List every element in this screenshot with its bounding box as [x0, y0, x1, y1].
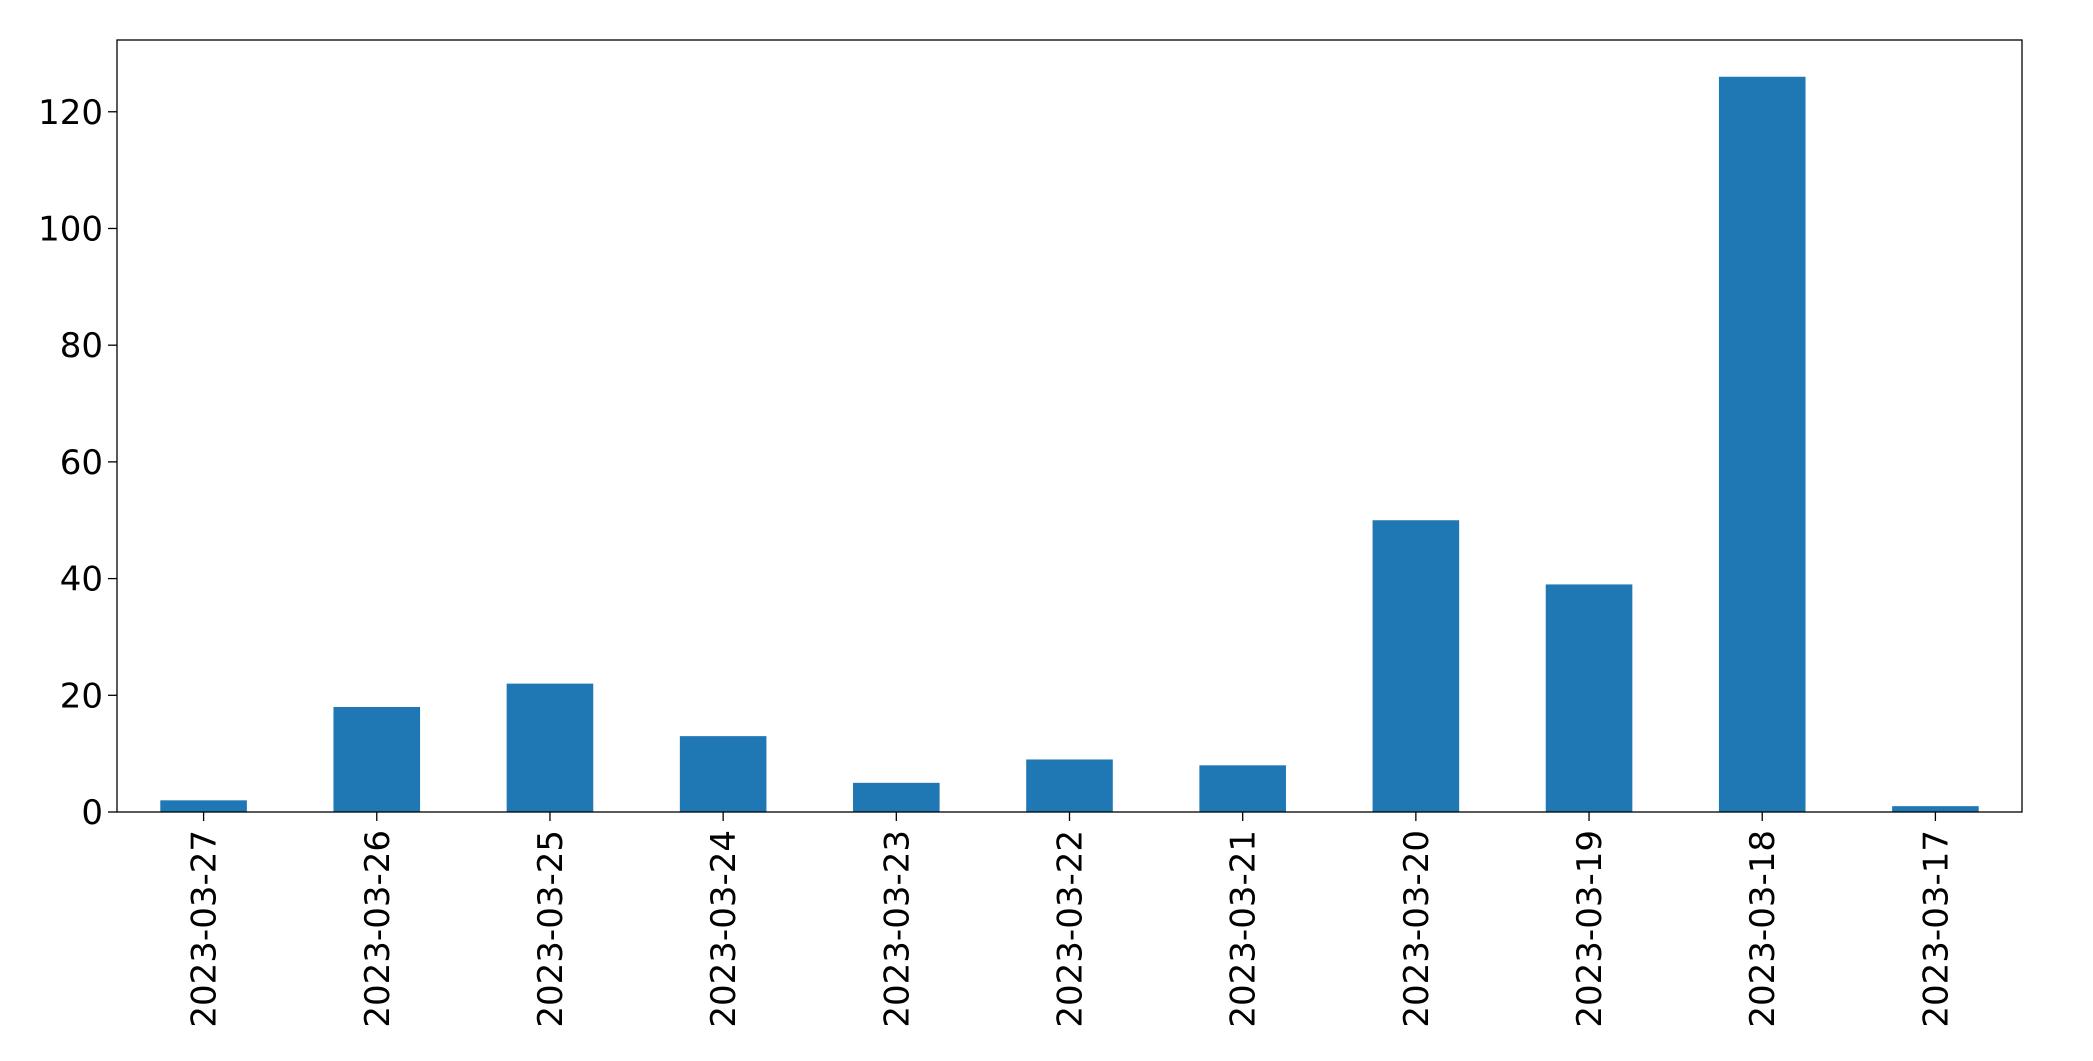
y-axis: 0 20 40 60 80 100 120 [38, 93, 117, 833]
bar-2023-03-24 [679, 736, 767, 812]
bar-2023-03-17 [1892, 806, 1979, 812]
bar-2023-03-25 [506, 683, 594, 812]
bar-2023-03-23 [853, 782, 940, 812]
y-tick-label: 0 [81, 793, 103, 833]
y-tick-label: 80 [60, 326, 103, 366]
y-tick-label: 20 [60, 676, 103, 716]
bar-2023-03-19 [1545, 584, 1633, 812]
x-tick-label: 2023-03-23 [877, 830, 917, 1028]
x-tick-label: 2023-03-24 [704, 830, 744, 1028]
y-tick-label: 120 [38, 93, 103, 133]
bars-group [160, 76, 1979, 812]
x-tick-label: 2023-03-18 [1743, 830, 1783, 1028]
x-tick-label: 2023-03-20 [1397, 830, 1437, 1028]
bar-2023-03-26 [333, 706, 421, 812]
plot-frame [116, 39, 2023, 813]
bar-2023-03-18 [1718, 76, 1806, 812]
x-axis: 2023-03-27 2023-03-26 2023-03-25 2023-03-24… [185, 812, 1956, 1028]
x-tick-label: 2023-03-21 [1224, 830, 1264, 1028]
x-tick-label: 2023-03-22 [1051, 830, 1091, 1028]
bar-2023-03-21 [1199, 765, 1286, 812]
x-tick-label: 2023-03-17 [1916, 830, 1956, 1028]
bar-2023-03-20 [1372, 520, 1460, 812]
x-tick-label: 2023-03-19 [1570, 830, 1610, 1028]
x-tick-label: 2023-03-26 [358, 830, 398, 1028]
y-tick-label: 60 [60, 443, 103, 483]
x-tick-label: 2023-03-27 [185, 830, 225, 1028]
bar-2023-03-22 [1026, 759, 1113, 812]
bar-2023-03-27 [160, 800, 247, 812]
y-tick-label: 100 [38, 209, 103, 249]
y-tick-label: 40 [60, 560, 103, 600]
x-tick-label: 2023-03-25 [531, 830, 571, 1028]
